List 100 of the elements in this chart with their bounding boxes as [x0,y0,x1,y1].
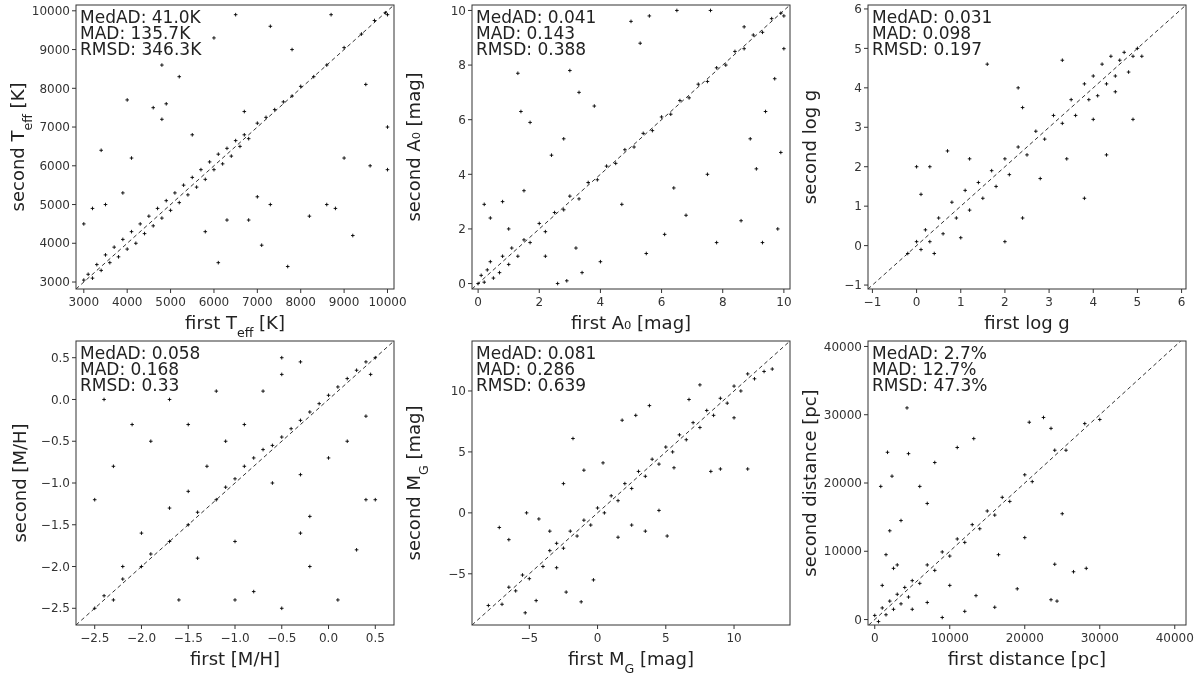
x-axis-title: first T$_{eff}$ [K] [185,312,285,340]
x-tick-label: 3000 [68,295,100,309]
point [949,199,955,205]
x-tick-label: 0.5 [365,631,385,645]
point [1082,196,1087,201]
y-tick-label: 1 [854,199,862,214]
point [962,188,968,193]
point [918,247,924,252]
y-tick-label: 6 [458,112,466,127]
point [940,231,946,237]
y-tick-label: 8 [458,58,466,73]
x-tick-label: 5 [661,631,670,645]
point [954,215,959,221]
y-tick-label: 4000 [39,236,70,251]
y-tick-label: −1 [844,278,862,293]
point [914,164,919,169]
y-axis-title: second [M/H] [9,423,30,543]
point [1126,69,1131,75]
y-tick-label: 9000 [39,42,70,57]
x-tick-label: −0.5 [267,631,297,645]
point [905,251,910,256]
x-tick-label: 20000 [1005,631,1044,645]
point [1091,117,1096,122]
y-tick-label: −1.5 [40,517,70,532]
point [1130,54,1136,59]
x-axis-title: first [M/H] [189,648,281,669]
point [927,239,933,244]
x-axis-title: first log g [984,312,1070,333]
x-tick-label: 6000 [198,295,230,309]
x-tick-label: 40000 [1155,631,1194,645]
point [1060,57,1065,63]
y-tick-label: 4 [854,81,862,96]
point [1113,73,1118,79]
point [980,196,986,201]
x-tick-label: 8000 [285,295,316,309]
point [1099,61,1105,67]
x-tick-label: 10 [776,295,792,309]
point [1113,89,1118,95]
x-axis-title: first M$_{G}$ [mag] [568,648,694,676]
y-tick-label: 0 [458,276,466,291]
x-tick-label: 7000 [242,295,273,309]
x-tick-label: −1 [863,295,882,309]
point [945,148,950,154]
y-tick-label: −0.5 [40,434,70,449]
x-tick-label: 30000 [1080,631,1119,645]
y-tick-label: 10 [450,3,466,18]
x-tick-label: 9000 [328,295,360,309]
x-tick-label: 0 [912,295,921,309]
x-tick-label: 4000 [111,295,143,309]
y-tick-label: 6000 [39,158,70,173]
y-tick-label: −5 [448,567,466,582]
x-tick-label: 2 [1001,295,1009,309]
y-axis-title: second A₀ [mag] [403,72,424,222]
y-tick-label: 5 [458,445,466,460]
point [1086,97,1092,102]
point [1139,54,1145,59]
point [1015,85,1021,91]
y-tick-label: 3000 [39,275,70,290]
y-tick-label: −2.5 [40,601,70,616]
point [1015,144,1021,150]
y-tick-label: 10 [450,384,466,399]
x-tick-label: 3 [1045,295,1053,309]
point [1038,176,1043,181]
y-tick-label: 20000 [823,476,862,491]
y-tick-label: 0 [854,612,862,627]
x-tick-label: 4 [1089,295,1098,309]
x-tick-label: −2.0 [126,631,157,645]
y-tick-label: 8000 [39,81,70,96]
point [1064,156,1069,162]
y-tick-label: 4 [458,167,466,182]
y-tick-label: 10000 [823,544,862,559]
y-axis-title: second distance [pc] [799,389,820,577]
point [1033,128,1039,134]
point [985,61,990,67]
y-tick-label: 0.5 [50,350,70,365]
point [918,192,924,197]
point [1104,81,1109,87]
x-tick-label: 10000 [368,295,407,309]
x-tick-label: 0 [593,631,602,645]
x-tick-label: 0 [474,295,482,309]
y-tick-label: 3 [854,120,862,135]
x-axis-title: first distance [pc] [947,648,1107,669]
y-tick-label: 7000 [39,120,70,135]
y-tick-label: 5 [854,41,862,56]
x-tick-label: 8 [718,295,727,309]
x-tick-label: 10000 [930,631,969,645]
y-tick-label: 2 [854,159,862,174]
point [923,227,928,233]
x-tick-label: 4 [596,295,605,309]
x-tick-label: −2.5 [80,631,110,645]
x-tick-label: −5 [520,631,539,645]
point [958,235,963,240]
point [967,207,972,213]
point [1082,81,1087,87]
x-tick-label: 6 [1177,295,1186,309]
point [1121,50,1127,55]
point [932,251,937,256]
y-tick-label: 40000 [823,339,862,354]
y-tick-label: 30000 [823,407,862,422]
y-tick-label: 0 [854,238,862,253]
